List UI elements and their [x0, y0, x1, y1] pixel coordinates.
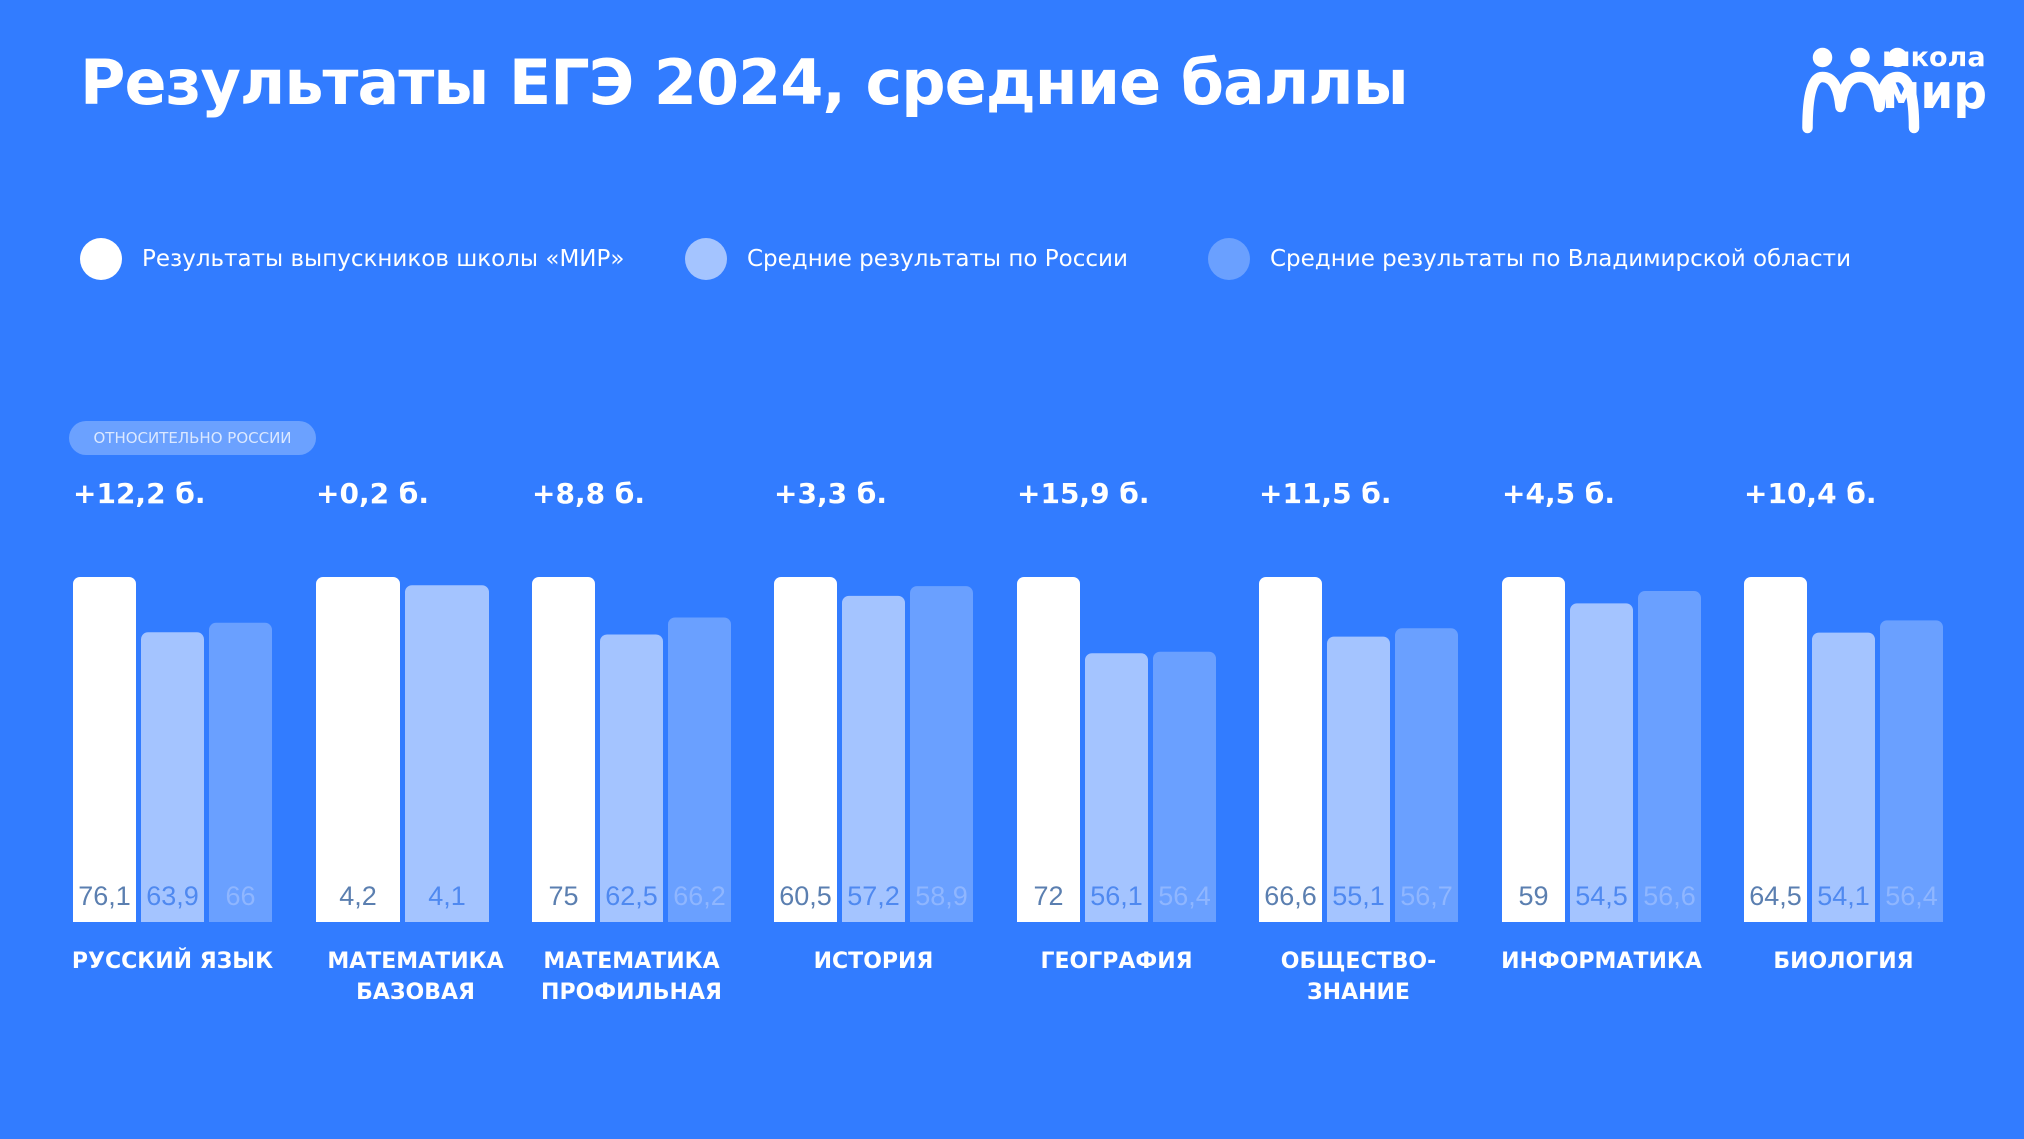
bar-geography-vladimir	[1153, 651, 1216, 930]
value-label-informatics-vladimir: 56,6	[1643, 881, 1696, 911]
category-label-geography: ГЕОГРАФИЯ	[1040, 949, 1192, 974]
bar-math-profile-russia	[600, 634, 663, 930]
category-label-social-studies: ЗНАНИЕ	[1307, 980, 1410, 1005]
bar-geography-school	[1017, 577, 1080, 930]
value-label-biology-russia: 54,1	[1817, 881, 1870, 911]
bar-informatics-school	[1502, 577, 1565, 930]
legend-label-vladimir: Средние результаты по Владимирской облас…	[1270, 246, 1852, 272]
bar-informatics-vladimir	[1638, 591, 1701, 930]
value-label-math-basic-russia: 4,1	[428, 881, 466, 911]
legend-swatch-russia	[685, 238, 727, 280]
bar-russian-russia	[141, 632, 204, 930]
value-label-social-studies-vladimir: 56,7	[1400, 881, 1453, 911]
category-label-biology: БИОЛОГИЯ	[1773, 949, 1913, 974]
value-label-geography-vladimir: 56,4	[1158, 881, 1211, 911]
category-label-informatics: ИНФОРМАТИКА	[1501, 949, 1702, 974]
baseline-mask	[1257, 922, 1462, 936]
legend-label-school: Результаты выпускников школы «МИР»	[142, 246, 625, 272]
baseline-mask	[71, 922, 276, 936]
bar-biology-russia	[1812, 632, 1875, 930]
legend-swatch-vladimir	[1208, 238, 1250, 280]
diff-label-geography: +15,9 б.	[1017, 477, 1149, 510]
value-label-geography-russia: 56,1	[1090, 881, 1143, 911]
baseline-mask	[1500, 922, 1705, 936]
diff-label-biology: +10,4 б.	[1744, 477, 1876, 510]
diff-label-history: +3,3 б.	[774, 477, 887, 510]
baseline-mask	[1742, 922, 1947, 936]
bar-history-russia	[842, 595, 905, 930]
bar-math-basic-russia	[405, 585, 489, 930]
value-label-russian-vladimir: 66	[225, 881, 255, 911]
category-label-math-profile: МАТЕМАТИКА	[543, 949, 719, 974]
bar-russian-school	[73, 577, 136, 930]
value-label-history-vladimir: 58,9	[915, 881, 968, 911]
logo-word-school: школа	[1882, 42, 1986, 73]
baseline-mask	[1015, 922, 1220, 936]
category-label-math-basic: БАЗОВАЯ	[356, 980, 475, 1005]
bar-social-studies-school	[1259, 577, 1322, 930]
category-label-math-profile: ПРОФИЛЬНАЯ	[541, 980, 722, 1005]
bar-biology-vladimir	[1880, 620, 1943, 930]
value-label-biology-school: 64,5	[1749, 881, 1802, 911]
value-label-russian-school: 76,1	[78, 881, 131, 911]
bar-math-profile-vladimir	[668, 617, 731, 930]
relative-to-russia-badge: ОТНОСИТЕЛЬНО РОССИИ	[69, 421, 316, 455]
school-logo-text: школа мир	[1882, 44, 1987, 116]
logo-word-mir: мир	[1882, 65, 1987, 120]
category-label-russian: РУССКИЙ ЯЗЫК	[72, 948, 273, 974]
value-label-math-profile-vladimir: 66,2	[673, 881, 726, 911]
bar-math-basic-school	[316, 577, 400, 930]
baseline-mask	[314, 922, 519, 936]
bar-history-vladimir	[910, 586, 973, 930]
value-label-geography-school: 72	[1033, 881, 1063, 911]
bar-informatics-russia	[1570, 603, 1633, 930]
bar-math-profile-school	[532, 577, 595, 930]
category-label-history: ИСТОРИЯ	[814, 949, 934, 974]
value-label-social-studies-school: 66,6	[1264, 881, 1317, 911]
value-label-math-profile-russia: 62,5	[605, 881, 658, 911]
school-logo-icon	[1802, 47, 1920, 134]
baseline-mask	[530, 922, 735, 936]
legend-label-russia: Средние результаты по России	[747, 246, 1128, 272]
bar-geography-russia	[1085, 653, 1148, 930]
bar-social-studies-vladimir	[1395, 628, 1458, 930]
category-label-math-basic: МАТЕМАТИКА	[327, 949, 503, 974]
diff-label-russian: +12,2 б.	[73, 477, 205, 510]
value-label-history-russia: 57,2	[847, 881, 900, 911]
diff-label-informatics: +4,5 б.	[1502, 477, 1615, 510]
value-label-math-basic-school: 4,2	[339, 881, 377, 911]
legend-swatch-school	[80, 238, 122, 280]
value-label-informatics-russia: 54,5	[1575, 881, 1628, 911]
value-label-math-profile-school: 75	[548, 881, 578, 911]
value-label-russian-russia: 63,9	[146, 881, 199, 911]
page-title: Результаты ЕГЭ 2024, средние баллы	[80, 46, 1409, 119]
diff-label-social-studies: +11,5 б.	[1259, 477, 1391, 510]
category-label-social-studies: ОБЩЕСТВО-	[1281, 949, 1436, 974]
diff-label-math-profile: +8,8 б.	[532, 477, 645, 510]
bar-social-studies-russia	[1327, 636, 1390, 930]
baseline-mask	[772, 922, 977, 936]
value-label-biology-vladimir: 56,4	[1885, 881, 1938, 911]
diff-label-math-basic: +0,2 б.	[316, 477, 429, 510]
value-label-informatics-school: 59	[1518, 881, 1548, 911]
value-label-social-studies-russia: 55,1	[1332, 881, 1385, 911]
bar-history-school	[774, 577, 837, 930]
value-label-history-school: 60,5	[779, 881, 832, 911]
bar-russian-vladimir	[209, 622, 272, 930]
bar-biology-school	[1744, 577, 1807, 930]
